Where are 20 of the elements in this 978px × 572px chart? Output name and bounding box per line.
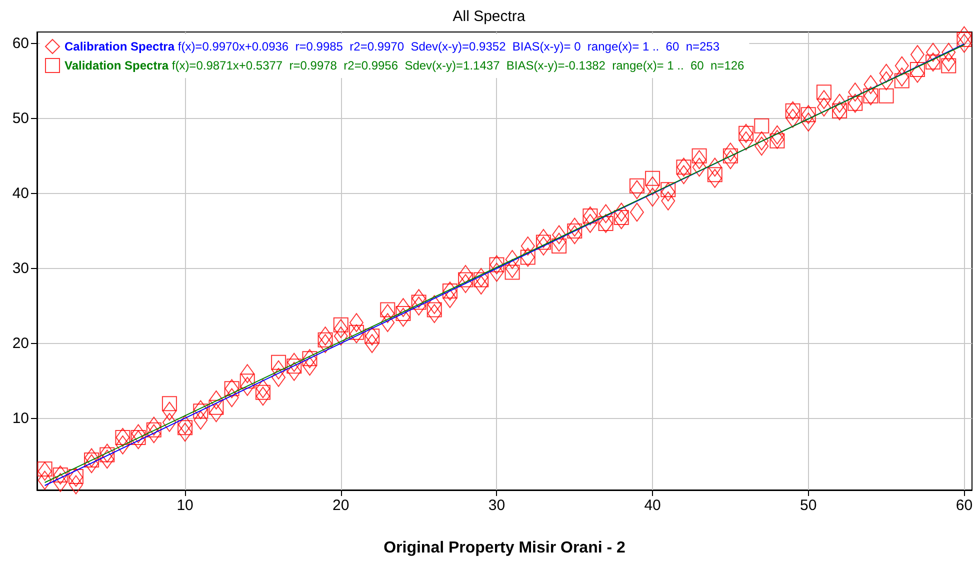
x-tick-label: 40 [644, 497, 661, 514]
y-tick-label: 50 [12, 110, 29, 127]
legend-label: Validation Spectra [64, 58, 169, 72]
x-tick-label: 30 [488, 497, 506, 514]
annotation: f(x)=0.9871x+0.5377 r=0.9978 r2=0.9956 Sdev(x-y)=1.1437 BIAS(x-y)=-0.1382 range(x)= 1 .. 60 n=126 [172, 58, 745, 72]
x-tick-label: 10 [176, 497, 194, 514]
x-tick-label: 60 [956, 497, 973, 514]
annotation: f(x)=0.9970x+0.0936 r=0.9985 r2=0.9970 Sdev(x-y)=0.9352 BIAS(x-y)= 0 range(x)= 1 .. 60 n=253 [178, 40, 720, 54]
y-tick-label: 60 [12, 34, 29, 52]
y-tick-label: 10 [12, 410, 29, 428]
point [754, 118, 770, 134]
point [878, 88, 894, 104]
x-tick-label: 50 [800, 497, 817, 514]
chart-title: All Spectra [452, 8, 526, 25]
y-tick-label: 20 [12, 335, 29, 352]
y-tick-label: 40 [12, 184, 29, 202]
x-axis-title: Original Property Misir Orani - 2 [384, 540, 626, 556]
y-tick-label: 30 [12, 260, 29, 278]
x-tick-label: 20 [332, 497, 350, 514]
legend-label: Calibration Spectra [64, 40, 175, 54]
